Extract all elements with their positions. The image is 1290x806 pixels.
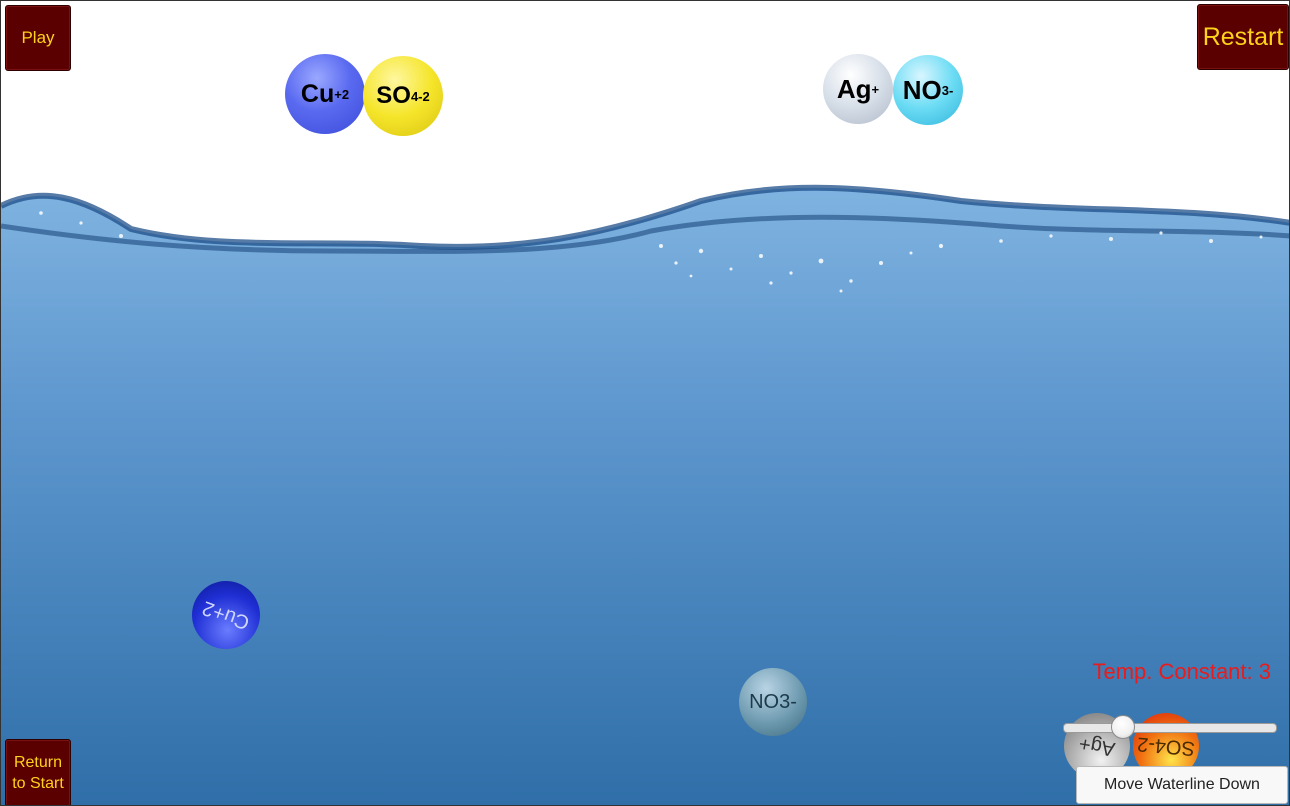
- ag-ion-top[interactable]: Ag +: [823, 54, 893, 124]
- temp-slider-track[interactable]: [1063, 723, 1277, 733]
- temp-slider-thumb[interactable]: [1111, 715, 1135, 739]
- ag-ion-small-label: Ag+: [1077, 732, 1117, 761]
- return-label-line1: Return: [13, 754, 62, 771]
- ag-ion-top-charge: +: [871, 81, 880, 97]
- cu-ion-top[interactable]: Cu +2: [285, 54, 365, 134]
- so4-ion-top-sub: 4: [410, 88, 419, 104]
- no3-ion-in-water[interactable]: NO3-: [739, 668, 807, 736]
- no3-ion-top-sub: 3: [941, 82, 949, 98]
- so4-ion-top-base: SO: [376, 82, 411, 109]
- return-label-line2: to Start: [12, 775, 64, 792]
- ag-ion-top-base: Ag: [836, 73, 872, 104]
- return-to-start-button[interactable]: Return to Start: [5, 739, 71, 805]
- no3-ion-top-base: NO: [902, 74, 942, 105]
- so4-ion-top[interactable]: SO 4 -2: [363, 56, 443, 136]
- temp-constant-label: Temp. Constant: 3: [1092, 659, 1271, 684]
- cu-ion-top-charge: +2: [334, 86, 350, 102]
- no3-ion-top[interactable]: NO 3-: [893, 55, 963, 125]
- so4-ion-small-label: SO4-2: [1136, 733, 1196, 760]
- cu-ion-top-base: Cu: [300, 79, 335, 108]
- temp-slider[interactable]: [1063, 715, 1277, 739]
- restart-button[interactable]: Restart: [1197, 4, 1289, 70]
- cu-ion-water-label: Cu+2: [199, 596, 253, 635]
- so4-ion-top-charge: -2: [418, 88, 430, 104]
- no3-ion-top-charge: -: [948, 82, 954, 98]
- play-button[interactable]: Play: [5, 5, 71, 71]
- move-waterline-down-button[interactable]: Move Waterline Down: [1076, 766, 1288, 804]
- no3-ion-water-label: NO3-: [749, 690, 797, 713]
